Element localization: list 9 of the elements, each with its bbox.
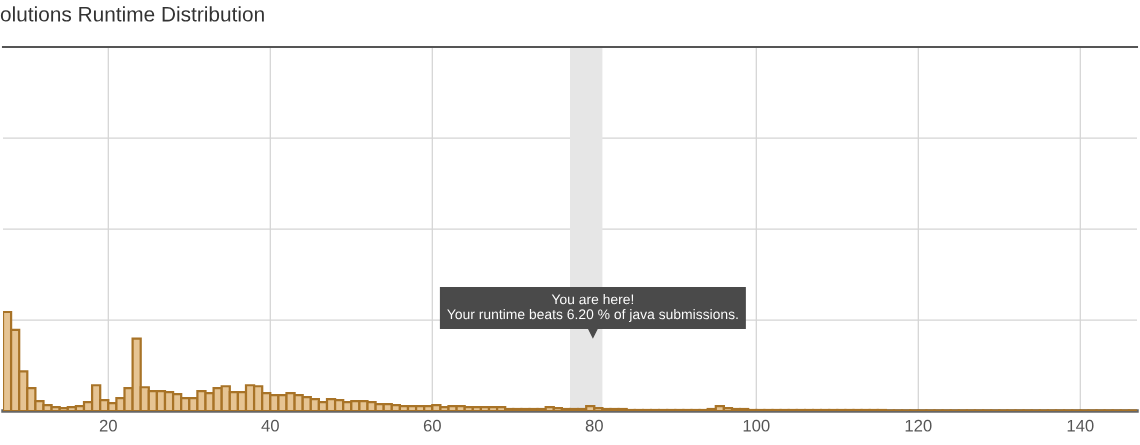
x-tick-label: 40 xyxy=(261,419,279,432)
x-tick-label: 120 xyxy=(905,419,932,432)
x-tick-label: 20 xyxy=(99,419,117,432)
x-tick-label: 60 xyxy=(423,419,441,432)
annotation: You are here! Your runtime beats 6.20 % of java submissions. xyxy=(447,294,738,322)
x-tick-label: 100 xyxy=(743,419,770,432)
x-tick-label: 80 xyxy=(585,419,603,432)
chart-title: olutions Runtime Distribution xyxy=(0,6,264,22)
x-tick-label: 140 xyxy=(1067,419,1094,432)
